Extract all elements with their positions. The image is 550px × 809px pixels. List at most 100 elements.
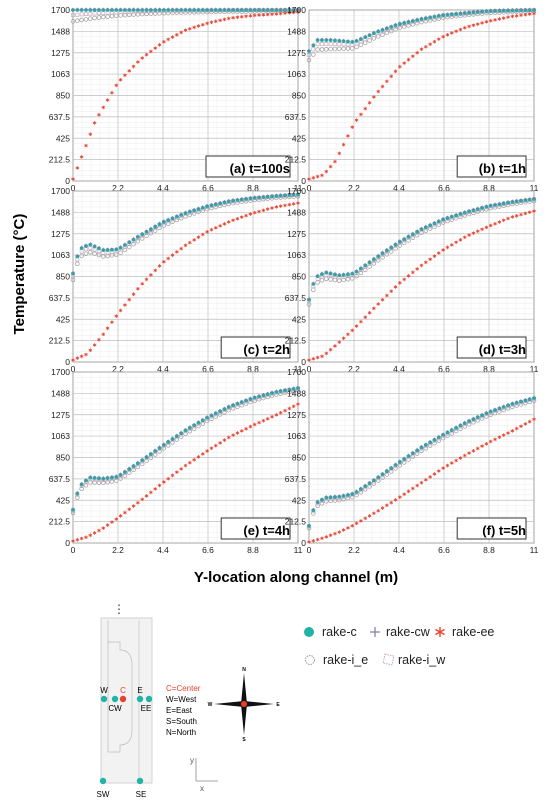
point-rake-cw [192, 7, 196, 12]
point-rake-cw [71, 271, 75, 275]
point-rake-ee [283, 203, 287, 208]
point-rake-cw [428, 440, 432, 444]
point-rake-i-e [70, 19, 76, 24]
point-rake-ee [213, 19, 218, 24]
point-rake-i-e [101, 480, 106, 486]
point-rake-cw [226, 7, 231, 12]
point-rake-ee [296, 10, 300, 14]
point-rake-cw [415, 229, 419, 233]
point-rake-ee [213, 443, 218, 448]
point-rake-cw [333, 494, 337, 499]
point-rake-ee [157, 483, 162, 488]
legend-marker-rake-ee [435, 627, 445, 637]
point-rake-cw [75, 7, 80, 12]
point-rake-i-w [315, 42, 320, 47]
point-rake-cw [170, 436, 175, 441]
point-rake-cw [188, 209, 192, 213]
point-rake-i-e [101, 14, 106, 20]
point-rake-ee [493, 221, 497, 226]
y-tick-label: 1700 [287, 186, 306, 196]
point-rake-cw [291, 386, 296, 391]
channel-diagram: ⋮ W C E CW EE SW SE C=Center W=West E=Ea… [97, 602, 281, 799]
point-rake-ee [222, 17, 227, 22]
point-rake-ee [118, 77, 123, 82]
y-tick-label: 1488 [287, 207, 306, 217]
point-rake-ee [454, 240, 458, 245]
point-rake-cw [235, 7, 240, 12]
point-rake-ee [136, 500, 140, 505]
y-tick-label: 850 [56, 272, 70, 282]
point-rake-ee [105, 523, 110, 527]
point-rake-ee [71, 539, 75, 543]
point-rake-cw [274, 7, 279, 12]
point-rake-cw [449, 427, 454, 432]
x-tick-label: 11 [294, 545, 303, 555]
point-rake-cw [101, 247, 106, 252]
point-rake-cw [248, 195, 253, 200]
point-rake-ee [75, 537, 80, 542]
point-rake-ee [484, 19, 489, 24]
point-rake-cw [471, 207, 476, 212]
point-rake-ee [527, 210, 532, 215]
point-rake-cw [385, 26, 389, 30]
point-rake-i-e [354, 273, 359, 279]
point-rake-ee [75, 166, 80, 170]
point-rake-ee [402, 492, 406, 497]
point-rake-cw [441, 217, 445, 221]
x-tick-label: 8.8 [247, 183, 259, 193]
point-rake-ee [196, 455, 201, 459]
point-rake-cw [454, 212, 458, 217]
point-rake-cw [372, 477, 376, 482]
y-tick-label: 1488 [51, 207, 70, 217]
point-rake-ee [523, 422, 528, 426]
point-rake-ee [419, 47, 424, 52]
point-rake-ee [315, 537, 320, 542]
point-rake-ee [97, 528, 101, 533]
y-tick-label: 425 [292, 495, 306, 505]
point-rake-ee [441, 34, 445, 39]
point-rake-cw [484, 410, 489, 415]
point-rake-cw [291, 192, 296, 197]
point-rake-ee [315, 355, 320, 360]
point-rake-ee [389, 74, 394, 79]
point-rake-i-e [380, 255, 385, 260]
point-rake-ee [274, 205, 279, 209]
point-rake-ee [205, 21, 209, 26]
point-rake-ee [127, 507, 132, 512]
point-rake-cw [480, 205, 484, 210]
point-rake-cw [324, 37, 329, 42]
point-rake-i-e [384, 30, 390, 36]
point-label-se: SE [136, 790, 147, 799]
point-rake-cw [157, 7, 162, 12]
y-tick-label: 1488 [287, 26, 306, 36]
y-tick-label: 1700 [287, 5, 306, 15]
point-rake-cw [270, 390, 274, 395]
point-rake-cw [101, 7, 106, 12]
point-rake-cw [484, 8, 489, 13]
x-tick-label: 8.8 [483, 545, 495, 555]
point-rake-cw [449, 11, 454, 16]
point-rake-cw [153, 448, 158, 453]
panel-label: (f) t=5h [482, 523, 526, 538]
point-rake-ee [497, 220, 502, 224]
point-rake-ee [311, 538, 316, 543]
point-cw [111, 695, 119, 703]
point-rake-ee [510, 429, 515, 433]
point-rake-cw [320, 37, 324, 42]
point-rake-ee [140, 497, 145, 502]
point-rake-i-e [393, 27, 398, 32]
point-rake-ee [188, 240, 192, 245]
point-rake-cw [354, 269, 359, 273]
point-rake-cw [393, 22, 398, 27]
point-rake-ee [244, 14, 248, 19]
point-rake-ee [380, 506, 385, 510]
point-rake-cw [170, 215, 175, 220]
point-rake-ee [244, 426, 248, 431]
point-rake-cw [84, 243, 88, 248]
point-rake-i-e [105, 479, 110, 485]
y-tick-label: 1488 [287, 388, 306, 398]
point-rake-cw [283, 388, 287, 392]
point-rake-cw [79, 7, 84, 12]
point-rake-cw [359, 486, 363, 491]
point-rake-ee [153, 46, 158, 50]
